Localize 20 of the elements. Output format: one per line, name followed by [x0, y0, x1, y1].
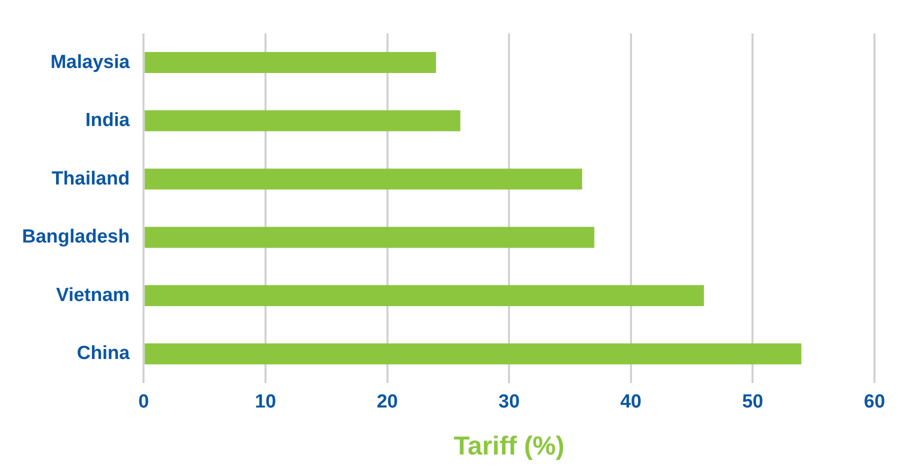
bar [144, 52, 436, 74]
y-tick-label: Thailand [52, 168, 130, 190]
x-tick-label: 50 [742, 392, 764, 413]
bar [144, 168, 582, 190]
y-tick-label: Malaysia [50, 52, 130, 73]
bar [144, 226, 594, 248]
y-tick-label: Vietnam [56, 284, 130, 306]
bar [144, 110, 460, 132]
bar [144, 285, 704, 306]
x-axis-title: Tariff (%) [454, 430, 564, 461]
y-tick-label: Bangladesh [22, 226, 130, 248]
x-tick-label: 10 [254, 392, 276, 413]
x-tick-label: 40 [620, 392, 642, 413]
x-tick-label: 30 [498, 392, 520, 413]
x-tick-label: 60 [864, 392, 886, 413]
y-tick-label: India [85, 110, 130, 132]
bar [144, 343, 802, 364]
x-tick-label: 0 [138, 392, 149, 413]
y-tick-label: China [76, 343, 130, 364]
x-tick-label: 20 [376, 392, 398, 413]
